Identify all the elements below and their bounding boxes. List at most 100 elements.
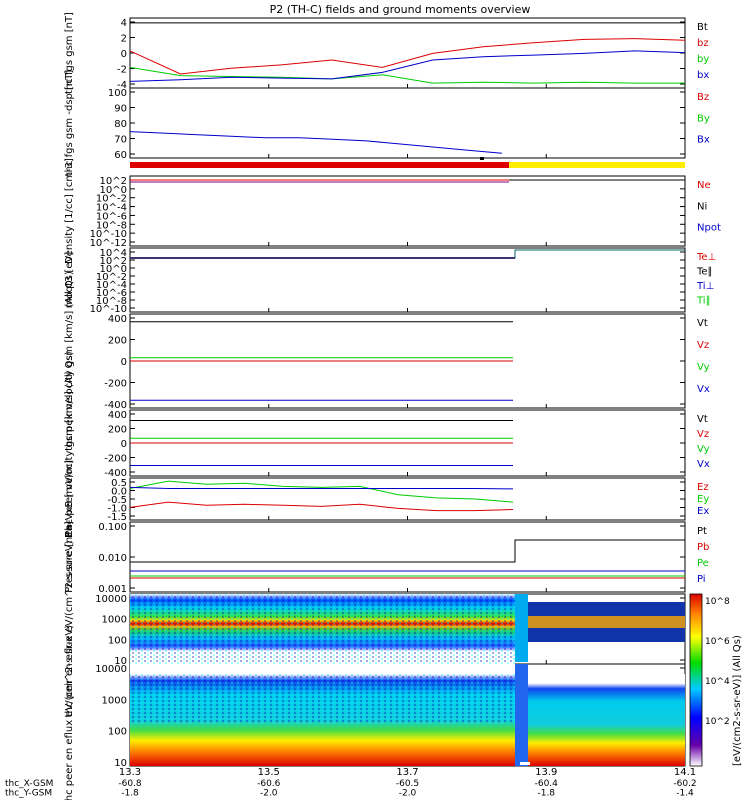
spectrogram-peir-transition <box>515 594 528 662</box>
y-tick-label: -2 <box>117 65 127 76</box>
y-axis-label: thc peer en eflux eV/(cm^2-s-sr-eV) <box>64 625 75 800</box>
colorbar-label: [eV/(cm2-s-sr-eV)] (All Qs) <box>732 635 743 766</box>
colorbar: 10^8 10^6 10^4 10^2 [eV/(cm2-s-sr-eV)] (All… <box>689 593 743 767</box>
spectrogram-peer-after <box>528 674 685 766</box>
series-bx-line <box>129 131 502 154</box>
legend-ex: Ex <box>697 506 709 517</box>
y-tick-label: 10^-12 <box>90 238 127 249</box>
y-tick-label: 1000 <box>102 615 127 626</box>
legend-vy: Vy <box>697 362 710 373</box>
y-tick-label: 0.5 <box>111 478 127 489</box>
y-tick-label: -0.5 <box>107 495 127 506</box>
panel-3: 10^210^010^-210^-410^-610^-810^-1010^-12… <box>64 158 721 264</box>
y-axis-label: thc fgs gsm -dsp [nT] <box>64 70 75 177</box>
time-row-value: -2.0 <box>260 789 278 799</box>
time-row-value: -60.2 <box>673 779 696 789</box>
y-tick-label: -400 <box>104 400 127 411</box>
y-tick-label: 400 <box>108 410 127 421</box>
colorbar-tick-label: 10^8 <box>705 597 730 607</box>
time-row-value: -60.8 <box>118 779 142 789</box>
status-bar-yellow <box>509 162 685 168</box>
y-tick-label: 10 <box>114 656 127 667</box>
legend-bz: Bz <box>697 92 709 103</box>
legend-bt: Bt <box>697 22 708 33</box>
legend-vx: Vx <box>697 459 710 470</box>
spectrogram-peer-texture <box>130 674 515 724</box>
y-tick-label: 10^-6 <box>96 211 127 222</box>
legend-npot: Npot <box>697 223 721 234</box>
legend-pi: Pi <box>697 574 706 585</box>
y-axis-label: thc peer velocity gsm [km/s] (All Qs) <box>64 351 75 534</box>
legend-pt: Pt <box>697 526 707 537</box>
y-tick-label: 2 <box>121 34 127 45</box>
y-tick-label: 10000 <box>95 664 127 675</box>
y-tick-label: -1.0 <box>107 504 127 515</box>
y-tick-label: 0 <box>121 49 127 60</box>
legend-vt: Vt <box>697 414 708 425</box>
time-row-label: thc_X-GSM <box>5 779 53 789</box>
colorbar-tick-label: 10^2 <box>705 717 730 727</box>
series-by-line <box>129 66 685 84</box>
panel-frame <box>129 87 686 159</box>
legend-by: By <box>697 113 710 124</box>
y-tick-label: 10^-4 <box>96 203 127 214</box>
y-tick-label: -200 <box>104 379 127 390</box>
figure-title: P2 (TH-C) fields and ground moments over… <box>270 3 531 16</box>
panel-4: 10^410^210^010^-210^-410^-610^-810^-10 mo… <box>64 247 716 315</box>
y-axis-label: E=-VxB [mV/m] <box>64 460 75 538</box>
spectrogram-peir-texture <box>130 594 515 664</box>
legend-bz: bz <box>697 38 709 49</box>
y-tick-label: 4 <box>121 18 127 29</box>
panel-6: 400 200 0 -200 -400 thc peer velocity gsm [km… <box>64 351 710 534</box>
y-axis-label: thc peir en eflux eV/(cm^2-s-sr-eV) <box>64 540 75 717</box>
time-row-value: -1.8 <box>121 789 139 799</box>
y-tick-label: 0 <box>121 357 127 368</box>
y-tick-label: 100 <box>108 635 127 646</box>
time-row-label: thc_Y-GSM <box>5 789 52 799</box>
legend-te⊥: Te⊥ <box>696 252 716 263</box>
y-tick-label: 10^4 <box>100 248 127 259</box>
legend-ni: Ni <box>697 201 707 212</box>
legend-bx: bx <box>697 70 709 81</box>
colorbar-tick-label: 10^6 <box>705 637 730 647</box>
status-bar-marker <box>480 157 484 160</box>
legend-ti∥: Ti∥ <box>696 296 711 307</box>
y-tick-label: 10^2 <box>100 256 127 267</box>
y-tick-label: 200 <box>108 336 127 347</box>
legend-pe: Pe <box>697 558 709 569</box>
panel-8: 0.100 0.010 0.001 Pressure [nPa] Pt Pb Pe Pi <box>64 521 709 595</box>
panel-2: 100 90 80 70 60 thc fgs gsm -dsp [nT] Bz By Bx <box>64 70 710 177</box>
legend-pb: Pb <box>697 542 709 553</box>
y-tick-label: 10^2 <box>100 176 127 187</box>
y-tick-label: 60 <box>114 150 127 161</box>
y-tick-label: 10^-6 <box>96 288 127 299</box>
time-row-value: -1.8 <box>537 789 555 799</box>
y-tick-label: 0.100 <box>98 522 127 533</box>
legend-ti⊥: Ti⊥ <box>696 281 714 292</box>
panel-5: 400 200 0 -200 -400 thc peir velocity gsm [km… <box>64 271 710 451</box>
panel-frame <box>129 175 686 247</box>
panel-1: 4 2 0 -2 -4 thc fgs gsm [nT] Bt bz by bx <box>64 12 709 94</box>
y-tick-label: 10^-8 <box>96 296 127 307</box>
y-tick-label: 0.001 <box>98 584 127 595</box>
y-axis-label: moqt3 [eV] <box>64 252 75 309</box>
time-tick-label: 13.7 <box>396 767 418 778</box>
status-bar-red <box>130 162 509 168</box>
legend-vx: Vx <box>697 384 710 395</box>
spectrogram-peer <box>130 664 685 766</box>
legend-vz: Vz <box>697 340 709 351</box>
spectrogram-peer-transition <box>515 664 528 766</box>
y-tick-label: 70 <box>114 135 127 146</box>
time-tick-label: 13.5 <box>258 767 280 778</box>
series-bz-line <box>129 38 686 75</box>
y-tick-label: 0.010 <box>98 553 127 564</box>
series-bx-line <box>129 50 686 82</box>
y-tick-label: 10000 <box>95 594 127 605</box>
y-axis-label: Pressure [nPa] <box>64 521 75 593</box>
y-tick-label: 100 <box>108 727 127 738</box>
colorbar-gradient <box>689 593 703 767</box>
